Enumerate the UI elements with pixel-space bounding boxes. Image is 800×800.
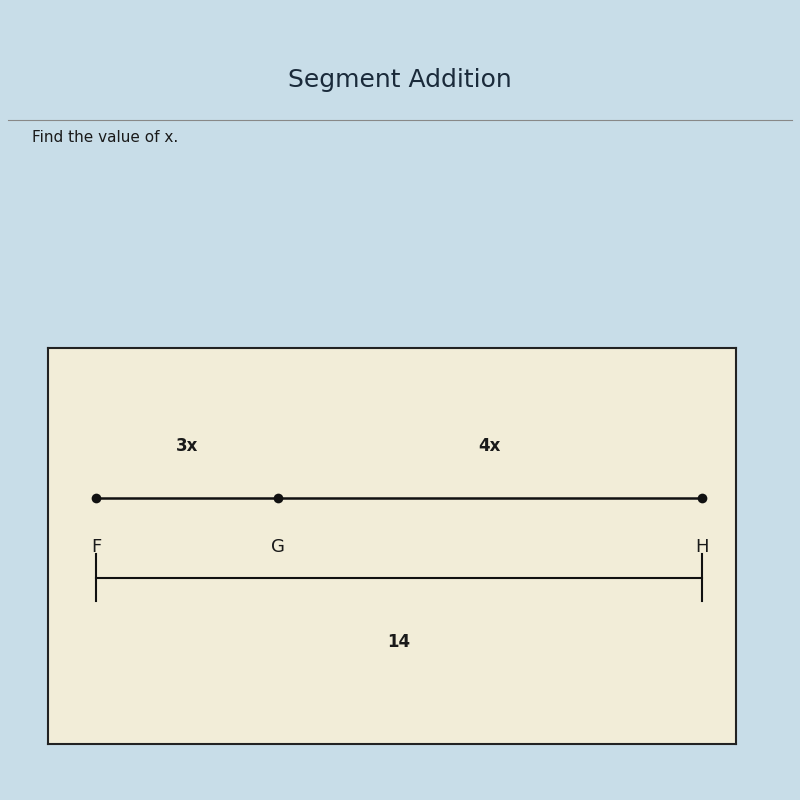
Text: Find the value of x.: Find the value of x. [32, 130, 178, 146]
Text: F: F [91, 538, 102, 556]
Text: Segment Addition: Segment Addition [288, 68, 512, 92]
Text: H: H [695, 538, 708, 556]
Text: 4x: 4x [478, 437, 501, 455]
Text: 14: 14 [387, 633, 410, 651]
Text: 3x: 3x [176, 437, 198, 455]
Text: G: G [271, 538, 285, 556]
